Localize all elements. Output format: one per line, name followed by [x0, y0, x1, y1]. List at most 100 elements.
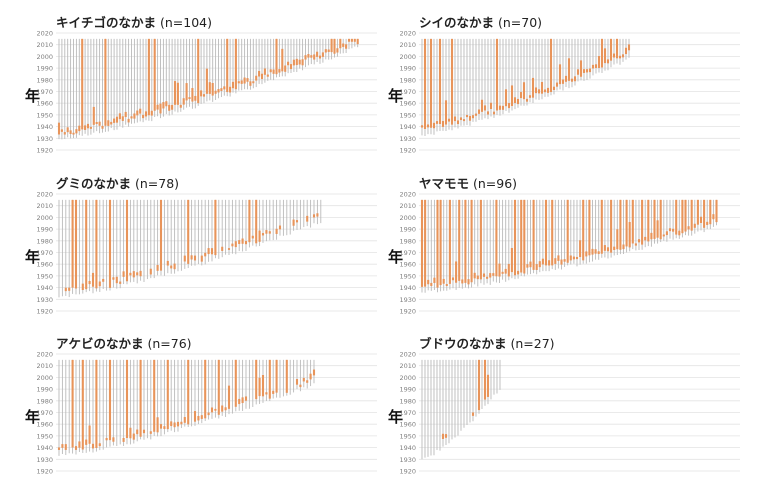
y-tick-label: 1990 — [36, 65, 53, 73]
y-tick-label: 1970 — [36, 409, 53, 417]
y-tick-label: 1990 — [399, 226, 416, 234]
y-tick-label: 1990 — [36, 386, 53, 394]
y-tick-label: 2010 — [399, 41, 416, 49]
chart-title: キイチゴのなかま (n=104) — [56, 12, 212, 31]
y-tick-label: 2020 — [399, 30, 416, 38]
chart-title: ヤマモモ (n=96) — [419, 173, 517, 192]
y-tick-label: 1970 — [36, 249, 53, 257]
chart-plot: 1920 1930 1940 1950 1960 1970 1980 1990 2000 2010… — [399, 30, 740, 155]
chart-title-name: ヤマモモ — [419, 176, 470, 191]
y-tick-label: 1930 — [399, 296, 416, 304]
y-tick-label: 1980 — [36, 397, 53, 405]
y-tick-label: 2020 — [36, 351, 53, 359]
y-tick-label: 1990 — [36, 226, 53, 234]
y-tick-label: 1990 — [399, 65, 416, 73]
y-tick-label: 2000 — [36, 53, 53, 61]
y-tick-label: 1940 — [36, 444, 53, 452]
y-tick-label: 1960 — [36, 421, 53, 429]
y-tick-label: 2020 — [36, 30, 53, 38]
y-tick-label: 1960 — [36, 100, 53, 108]
chart-panel-yamamomo: ヤマモモ (n=96) 年 1920 1930 1940 1950 1960 1970 19… — [388, 173, 760, 333]
y-tick-label: 1980 — [399, 237, 416, 245]
y-tick-label: 1970 — [399, 409, 416, 417]
y-tick-label: 1960 — [36, 261, 53, 269]
y-tick-label: 1930 — [36, 296, 53, 304]
y-tick-label: 1950 — [36, 272, 53, 280]
y-tick-label: 2000 — [399, 374, 416, 382]
chart-title: アケビのなかま (n=76) — [56, 333, 192, 352]
chart-title-count: (n=104) — [160, 15, 213, 30]
chart-plot: 1920 1930 1940 1950 1960 1970 1980 1990 2000 2010… — [399, 351, 740, 476]
y-tick-label: 2010 — [399, 362, 416, 370]
chart-title-count: (n=76) — [147, 336, 192, 351]
y-tick-label: 1940 — [36, 123, 53, 131]
y-tick-label: 1950 — [36, 432, 53, 440]
y-tick-label: 1950 — [399, 432, 416, 440]
y-tick-label: 2020 — [36, 191, 53, 199]
y-tick-label: 1920 — [399, 308, 416, 316]
chart-title-name: キイチゴのなかま — [56, 15, 157, 30]
y-tick-label: 1940 — [36, 284, 53, 292]
chart-title-count: (n=96) — [473, 176, 518, 191]
chart-title: ブドウのなかま (n=27) — [419, 333, 555, 352]
y-tick-label: 1980 — [399, 397, 416, 405]
y-tick-label: 1960 — [399, 261, 416, 269]
y-tick-label: 1970 — [399, 249, 416, 257]
chart-panel-gumi: グミのなかま (n=78) 年 1920 1930 1940 1950 1960 1970… — [25, 173, 397, 333]
chart-plot: 1920 1930 1940 1950 1960 1970 1980 1990 2000 2010… — [36, 351, 377, 476]
y-axis-label: 年 — [25, 87, 41, 105]
chart-panel-akebi: アケビのなかま (n=76) 年 1920 1930 1940 1950 1960 197… — [25, 333, 397, 493]
y-tick-label: 2000 — [399, 214, 416, 222]
chart-title-count: (n=70) — [498, 15, 543, 30]
y-tick-label: 1920 — [36, 308, 53, 316]
y-tick-label: 2000 — [399, 53, 416, 61]
y-tick-label: 1940 — [399, 123, 416, 131]
y-tick-label: 2010 — [36, 41, 53, 49]
y-axis-label: 年 — [25, 408, 41, 426]
chart-title-name: アケビのなかま — [56, 336, 144, 351]
chart-title-name: シイのなかま — [419, 15, 495, 30]
y-tick-label: 1920 — [399, 468, 416, 476]
chart-panel-raspberry: キイチゴのなかま (n=104) 年 1920 1930 1940 1950 1960 1… — [25, 12, 397, 172]
y-axis-label: 年 — [388, 87, 404, 105]
y-axis-label: 年 — [25, 248, 41, 266]
chart-panel-shii: シイのなかま (n=70) 年 1920 1930 1940 1950 1960 1970… — [388, 12, 760, 172]
chart-title-name: ブドウのなかま — [419, 336, 507, 351]
y-tick-label: 1920 — [36, 468, 53, 476]
y-tick-label: 1930 — [36, 135, 53, 143]
y-tick-label: 2020 — [399, 351, 416, 359]
chart-panel-budou: ブドウのなかま (n=27) 年 1920 1930 1940 1950 1960 197… — [388, 333, 760, 493]
chart-title: グミのなかま (n=78) — [56, 173, 179, 192]
y-tick-label: 1980 — [36, 76, 53, 84]
y-tick-label: 1940 — [399, 284, 416, 292]
chart-plot: 1920 1930 1940 1950 1960 1970 1980 1990 2000 2010… — [399, 191, 740, 316]
chart-plot: 1920 1930 1940 1950 1960 1970 1980 1990 2000 2010… — [36, 30, 377, 155]
y-tick-label: 1990 — [399, 386, 416, 394]
y-tick-label: 1950 — [399, 111, 416, 119]
y-tick-label: 1930 — [399, 135, 416, 143]
y-axis-label: 年 — [388, 248, 404, 266]
y-tick-label: 2000 — [36, 214, 53, 222]
y-tick-label: 1980 — [399, 76, 416, 84]
chart-title-name: グミのなかま — [56, 176, 132, 191]
y-tick-label: 2020 — [399, 191, 416, 199]
y-tick-label: 1970 — [36, 88, 53, 96]
y-tick-label: 1980 — [36, 237, 53, 245]
y-tick-label: 1920 — [36, 147, 53, 155]
y-tick-label: 2010 — [36, 362, 53, 370]
chart-plot: 1920 1930 1940 1950 1960 1970 1980 1990 2000 2010… — [36, 191, 377, 316]
chart-title-count: (n=27) — [510, 336, 555, 351]
y-axis-label: 年 — [388, 408, 404, 426]
y-tick-label: 2000 — [36, 374, 53, 382]
y-tick-label: 1960 — [399, 421, 416, 429]
y-tick-label: 1940 — [399, 444, 416, 452]
y-tick-label: 1920 — [399, 147, 416, 155]
y-tick-label: 1960 — [399, 100, 416, 108]
y-tick-label: 2010 — [399, 202, 416, 210]
y-tick-label: 1970 — [399, 88, 416, 96]
chart-title: シイのなかま (n=70) — [419, 12, 542, 31]
y-tick-label: 1950 — [36, 111, 53, 119]
chart-title-count: (n=78) — [135, 176, 180, 191]
y-tick-label: 1930 — [36, 456, 53, 464]
y-tick-label: 2010 — [36, 202, 53, 210]
